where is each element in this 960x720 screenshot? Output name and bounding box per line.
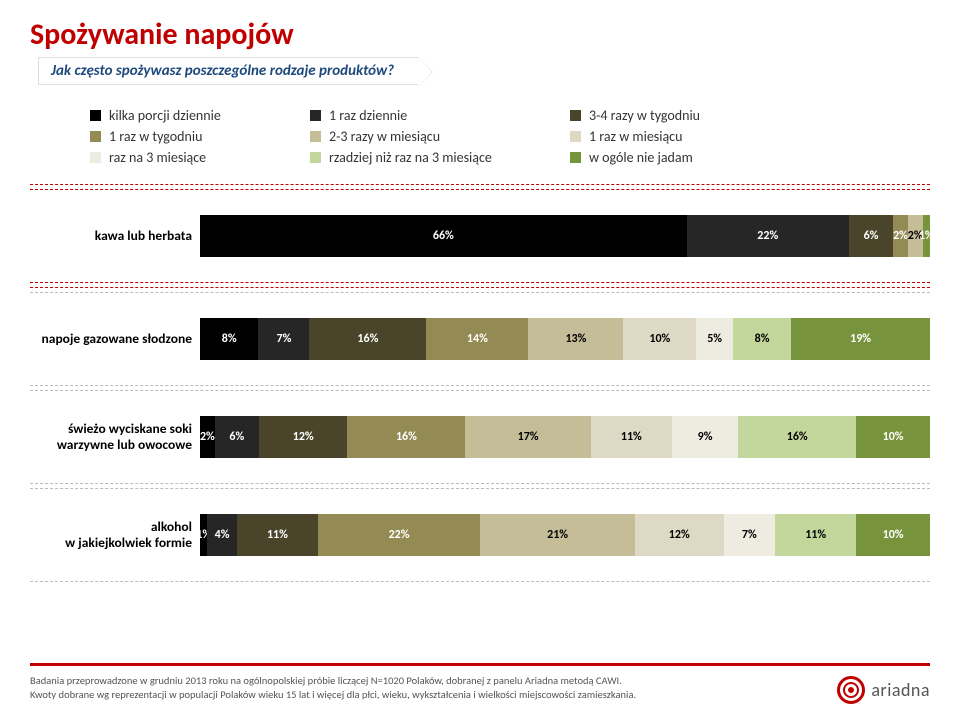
bar-segment: 16% bbox=[738, 416, 856, 458]
chart-row: kawa lub herbata66%22%6%2%2%1% bbox=[30, 214, 930, 258]
legend-swatch bbox=[570, 152, 581, 163]
row-separator bbox=[30, 189, 930, 190]
row-separator bbox=[30, 390, 930, 391]
legend-label: 1 raz w tygodniu bbox=[109, 128, 202, 145]
legend-swatch bbox=[310, 131, 321, 142]
legend-swatch bbox=[570, 110, 581, 121]
bar-segment: 22% bbox=[687, 215, 849, 257]
bar-segment: 8% bbox=[200, 318, 258, 360]
bar-segment: 4% bbox=[207, 514, 236, 556]
bar-segment: 8% bbox=[733, 318, 791, 360]
brand-logo: ariadna bbox=[837, 674, 930, 704]
legend-label: 1 raz w miesiącu bbox=[589, 128, 682, 145]
legend-item: 2-3 razy w miesiącu bbox=[310, 128, 570, 145]
legend-item: kilka porcji dziennie bbox=[90, 107, 310, 124]
row-label: napoje gazowane słodzone bbox=[30, 331, 200, 347]
legend-swatch bbox=[570, 131, 581, 142]
footer-line1: Badania przeprowadzone w grudniu 2013 ro… bbox=[30, 674, 622, 687]
chart-row: alkoholw jakiejkolwiek formie1%4%11%22%2… bbox=[30, 513, 930, 557]
row-label: alkoholw jakiejkolwiek formie bbox=[30, 519, 200, 550]
stacked-bar-chart: kawa lub herbata66%22%6%2%2%1%napoje gaz… bbox=[30, 184, 930, 582]
bar-segment: 2% bbox=[893, 215, 908, 257]
legend-label: rzadziej niż raz na 3 miesiące bbox=[329, 149, 492, 166]
bar-segment: 5% bbox=[696, 318, 733, 360]
row-label: kawa lub herbata bbox=[30, 228, 200, 244]
row-separator bbox=[30, 184, 930, 185]
bar-segment: 12% bbox=[635, 514, 723, 556]
legend-item: 1 raz w miesiącu bbox=[570, 128, 790, 145]
bar-segment: 10% bbox=[623, 318, 696, 360]
legend-item: raz na 3 miesiące bbox=[90, 149, 310, 166]
row-separator bbox=[30, 483, 930, 484]
legend-label: 3-4 razy w tygodniu bbox=[589, 107, 700, 124]
row-label: świeżo wyciskane soki warzywne lub owoco… bbox=[30, 421, 200, 452]
bar-segment: 10% bbox=[856, 416, 930, 458]
bar-segment: 17% bbox=[465, 416, 590, 458]
bar-segment: 9% bbox=[672, 416, 738, 458]
bar-segment: 14% bbox=[426, 318, 528, 360]
bar-segment: 16% bbox=[347, 416, 465, 458]
stacked-bar: 1%4%11%22%21%12%7%11%10% bbox=[200, 514, 930, 556]
bar-segment: 12% bbox=[259, 416, 347, 458]
legend-swatch bbox=[90, 152, 101, 163]
bar-segment: 1% bbox=[923, 215, 930, 257]
bar-segment: 2% bbox=[200, 416, 215, 458]
stacked-bar: 2%6%12%16%17%11%9%16%10% bbox=[200, 416, 930, 458]
bar-segment: 66% bbox=[200, 215, 687, 257]
legend-swatch bbox=[310, 110, 321, 121]
bar-segment: 16% bbox=[309, 318, 426, 360]
page-footer: Badania przeprowadzone w grudniu 2013 ro… bbox=[30, 663, 930, 704]
legend-label: 1 raz dziennie bbox=[329, 107, 407, 124]
legend-label: 2-3 razy w miesiącu bbox=[329, 128, 440, 145]
row-separator bbox=[30, 282, 930, 283]
legend-label: w ogóle nie jadam bbox=[589, 149, 693, 166]
legend-swatch bbox=[90, 131, 101, 142]
brand-logo-text: ariadna bbox=[871, 679, 930, 701]
row-separator bbox=[30, 581, 930, 582]
bar-segment: 7% bbox=[258, 318, 309, 360]
legend-swatch bbox=[310, 152, 321, 163]
legend-item: 3-4 razy w tygodniu bbox=[570, 107, 790, 124]
footer-rule bbox=[30, 663, 930, 666]
legend-swatch bbox=[90, 110, 101, 121]
bar-segment: 22% bbox=[318, 514, 480, 556]
page-subtitle: Jak często spożywasz poszczególne rodzaj… bbox=[38, 57, 418, 85]
legend-item: 1 raz w tygodniu bbox=[90, 128, 310, 145]
legend-item: rzadziej niż raz na 3 miesiące bbox=[310, 149, 570, 166]
page-title: Spożywanie napojów bbox=[30, 16, 930, 53]
row-separator bbox=[30, 488, 930, 489]
bar-segment: 19% bbox=[791, 318, 930, 360]
bar-segment: 6% bbox=[849, 215, 893, 257]
row-separator bbox=[30, 287, 930, 288]
bar-segment: 21% bbox=[480, 514, 635, 556]
stacked-bar: 66%22%6%2%2%1% bbox=[200, 215, 930, 257]
brand-logo-icon bbox=[837, 676, 865, 704]
bar-segment: 11% bbox=[237, 514, 318, 556]
legend-label: raz na 3 miesiące bbox=[109, 149, 206, 166]
legend-label: kilka porcji dziennie bbox=[109, 107, 221, 124]
bar-segment: 11% bbox=[591, 416, 672, 458]
chart-row: świeżo wyciskane soki warzywne lub owoco… bbox=[30, 415, 930, 459]
bar-segment: 7% bbox=[724, 514, 776, 556]
subtitle-text: Jak często spożywasz poszczególne rodzaj… bbox=[51, 62, 394, 80]
footer-text: Badania przeprowadzone w grudniu 2013 ro… bbox=[30, 674, 821, 701]
bar-segment: 11% bbox=[775, 514, 856, 556]
footer-line2: Kwoty dobrane wg reprezentacji w populac… bbox=[30, 688, 636, 701]
legend-item: w ogóle nie jadam bbox=[570, 149, 790, 166]
bar-segment: 10% bbox=[856, 514, 930, 556]
bar-segment: 13% bbox=[528, 318, 623, 360]
stacked-bar: 8%7%16%14%13%10%5%8%19% bbox=[200, 318, 930, 360]
chart-legend: kilka porcji dziennie 1 raz dziennie 3-4 r… bbox=[90, 107, 930, 166]
row-separator bbox=[30, 385, 930, 386]
row-separator bbox=[30, 292, 930, 293]
bar-segment: 6% bbox=[215, 416, 259, 458]
legend-item: 1 raz dziennie bbox=[310, 107, 570, 124]
chart-row: napoje gazowane słodzone8%7%16%14%13%10%… bbox=[30, 317, 930, 361]
bar-segment: 1% bbox=[200, 514, 207, 556]
